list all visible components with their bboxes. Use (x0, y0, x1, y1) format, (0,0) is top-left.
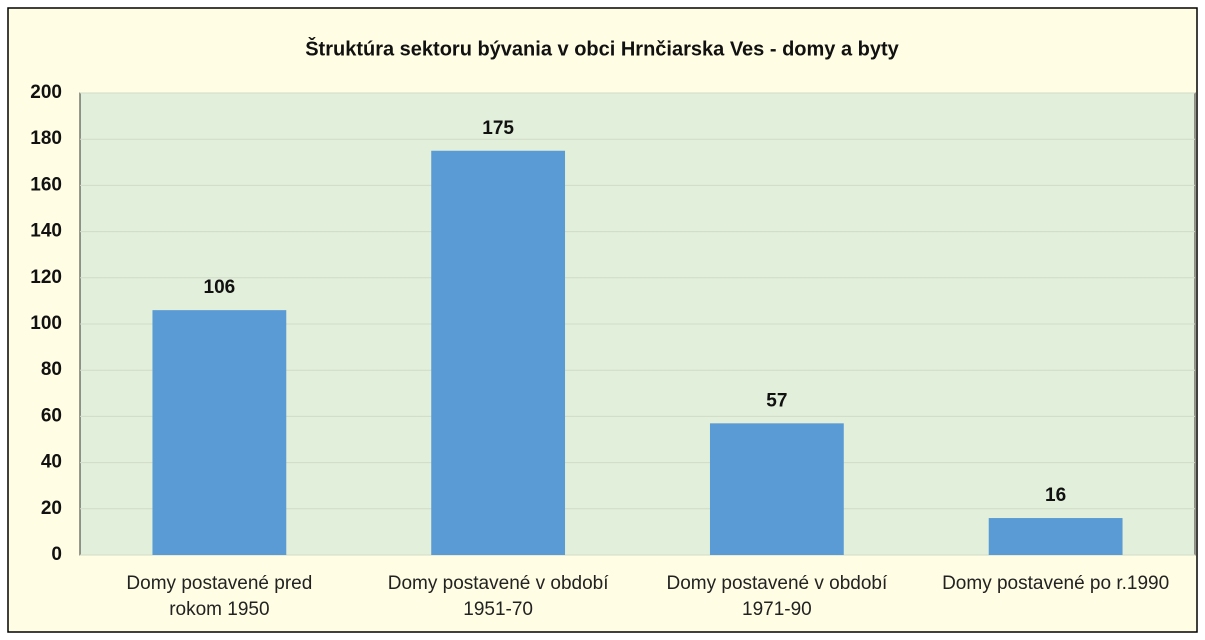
bar (152, 310, 287, 555)
x-tick-label: Domy postavené po r.1990 (942, 573, 1170, 594)
bar (988, 518, 1123, 555)
y-tick-label: 100 (30, 313, 62, 334)
chart-title: Štruktúra sektoru bývania v obci Hrnčiar… (305, 36, 899, 60)
x-tick-label: Domy postavené v období 1971-90 (666, 573, 888, 620)
y-tick-label: 140 (30, 221, 62, 242)
y-tick-label: 60 (41, 405, 62, 426)
y-tick-label: 120 (30, 267, 62, 288)
data-label: 175 (482, 118, 514, 139)
x-tick-label: Domy postavené v období 1951-70 (387, 573, 609, 620)
bar (709, 423, 844, 555)
bar (431, 150, 566, 555)
data-label: 16 (1045, 485, 1066, 506)
data-label: 106 (204, 277, 236, 298)
y-tick-label: 160 (30, 174, 62, 195)
y-tick-label: 0 (51, 544, 62, 565)
x-tick-label: Domy postavené pred rokom 1950 (126, 573, 313, 620)
y-tick-label: 180 (30, 128, 62, 149)
y-tick-label: 20 (41, 498, 62, 519)
y-tick-label: 80 (41, 359, 62, 380)
y-tick-label: 200 (30, 82, 62, 103)
data-label: 57 (766, 390, 787, 411)
y-tick-label: 40 (41, 452, 62, 473)
